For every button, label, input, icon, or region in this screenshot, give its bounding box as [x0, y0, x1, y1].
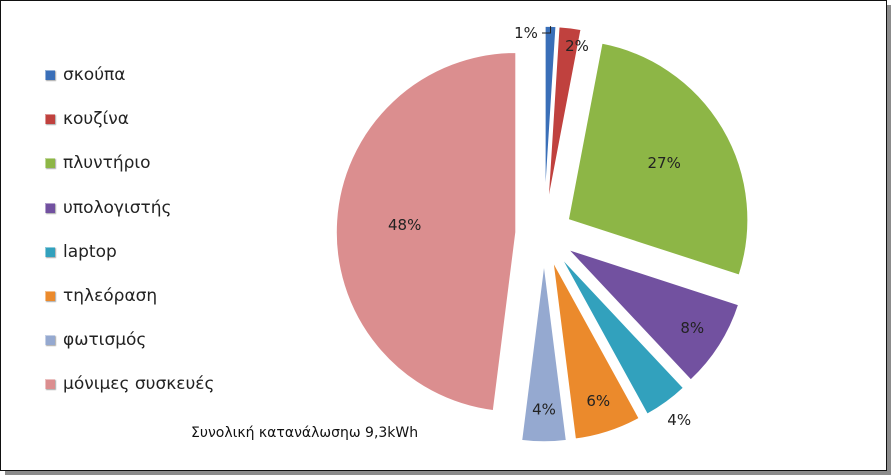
legend-item: κουζίνα — [45, 97, 214, 141]
data-label: 4% — [667, 411, 691, 429]
legend-item: σκούπα — [45, 53, 214, 97]
legend-label: υπολογιστής — [63, 197, 172, 218]
pie-slice — [567, 248, 740, 382]
legend-item: τηλεόραση — [45, 274, 214, 318]
data-label: 6% — [586, 392, 610, 410]
legend-label: κουζίνα — [63, 109, 129, 130]
legend-item: φωτισμός — [45, 318, 214, 362]
data-label: 8% — [680, 319, 704, 337]
data-label: 2% — [565, 37, 589, 55]
legend-label: πλυντήριο — [63, 153, 151, 174]
data-label: 27% — [647, 154, 680, 172]
pie-slice — [335, 51, 517, 412]
legend-label: τηλεόραση — [63, 286, 158, 307]
data-label: 1% — [514, 24, 538, 42]
legend-item: μόνιμες συσκευές — [45, 362, 214, 406]
legend-swatch — [45, 202, 55, 213]
legend-label: laptop — [63, 241, 117, 262]
pie-slice — [551, 260, 641, 441]
legend-item: laptop — [45, 230, 214, 274]
leader-line — [542, 26, 552, 34]
data-label: 48% — [388, 216, 421, 234]
legend-swatch — [45, 335, 55, 346]
chart-subtitle: Συνολική κατανάλωσηω 9,3kWh — [191, 425, 419, 441]
data-label: 4% — [532, 401, 556, 419]
legend-swatch — [45, 379, 55, 390]
pie-slice — [544, 25, 557, 207]
pie-slice — [559, 256, 685, 416]
legend-label: σκούπα — [63, 65, 126, 86]
legend-label: μόνιμες συσκευές — [63, 374, 215, 395]
legend-swatch — [45, 158, 55, 169]
pie-slice — [520, 261, 568, 443]
legend-swatch — [45, 246, 55, 257]
legend-swatch — [45, 114, 55, 125]
legend-item: υπολογιστής — [45, 186, 214, 230]
legend: σκούπα κουζίνα πλυντήριο υπολογιστής lap… — [45, 53, 214, 407]
pie-slice — [546, 25, 583, 207]
legend-label: φωτισμός — [63, 330, 147, 351]
legend-swatch — [45, 291, 55, 302]
pie-slice — [567, 42, 749, 277]
legend-item: πλυντήριο — [45, 141, 214, 185]
legend-swatch — [45, 70, 55, 81]
